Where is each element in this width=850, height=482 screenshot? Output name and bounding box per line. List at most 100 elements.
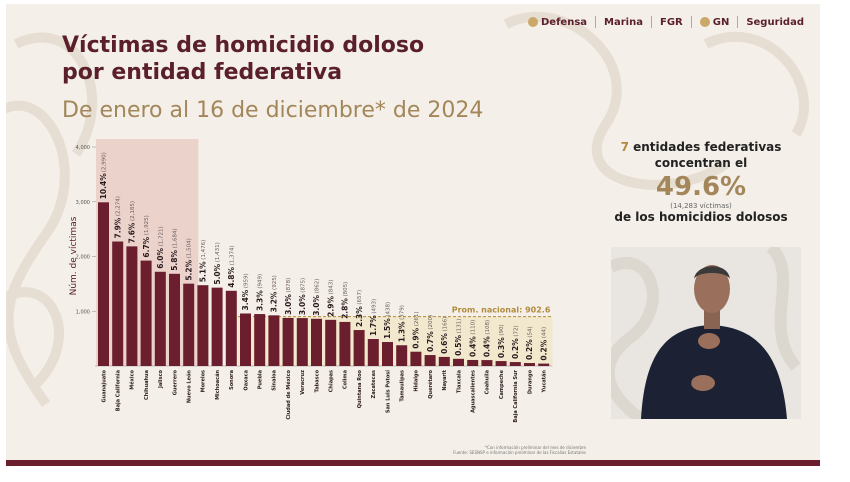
category-label: Nayarit <box>442 369 448 390</box>
category-label: Baja California <box>116 370 122 411</box>
bar <box>509 362 521 366</box>
bar <box>481 360 493 366</box>
category-label: Quintana Roo <box>357 369 363 408</box>
percent-label: 4.8% <box>227 266 236 287</box>
logo-bar: Defensa Marina FGR GN Seguridad <box>528 16 804 28</box>
value-label: (2,274) <box>116 196 122 216</box>
percent-label: 3.4% <box>241 289 250 310</box>
bar <box>467 359 479 366</box>
percent-label: 6.7% <box>142 236 151 257</box>
seal-icon <box>528 17 538 27</box>
category-label: Sinaloa <box>272 370 278 391</box>
percent-label: 3.0% <box>312 295 321 316</box>
bar <box>154 271 166 366</box>
summary-count: 7 <box>620 140 629 154</box>
value-label: (1,684) <box>173 228 179 248</box>
page-title: Víctimas de homicidio doloso por entidad… <box>62 32 424 86</box>
percent-label: 6.0% <box>156 247 165 268</box>
value-label: (110) <box>471 320 477 335</box>
value-label: (166) <box>442 317 448 332</box>
value-label: (2,990) <box>102 152 108 172</box>
percent-label: 3.0% <box>284 294 293 315</box>
percent-label: 2.9% <box>326 296 335 317</box>
bar <box>140 260 152 366</box>
value-label: (1,374) <box>229 245 235 265</box>
percent-label: 2.8% <box>341 298 350 319</box>
category-label: Jalisco <box>158 369 164 389</box>
bar <box>112 241 124 366</box>
title-line-2: por entidad federativa <box>62 60 343 85</box>
bar <box>311 318 322 366</box>
category-label: Guerrero <box>172 369 178 395</box>
percent-label: 0.9% <box>412 327 421 348</box>
value-label: (379) <box>400 305 406 320</box>
summary-victims: (14,283 víctimas) <box>670 202 732 210</box>
category-label: Yucatán <box>541 370 548 394</box>
value-label: (54) <box>528 326 534 337</box>
value-label: (1,431) <box>215 242 221 262</box>
summary-line-1-text: entidades federativas <box>628 140 782 154</box>
value-label: (1,925) <box>144 215 150 235</box>
bar <box>367 339 379 366</box>
logo-fgr-label: FGR <box>659 16 683 28</box>
percent-label: 0.7% <box>426 331 435 352</box>
percent-label: 10.4% <box>99 173 108 200</box>
bar <box>211 287 223 366</box>
value-label: (805) <box>343 282 349 297</box>
bar <box>453 358 464 366</box>
percent-label: 1.3% <box>397 321 406 342</box>
bar <box>524 363 535 366</box>
logo-defensa: Defensa <box>528 17 587 28</box>
value-label: (875) <box>300 278 306 293</box>
category-label: Oaxaca <box>243 370 249 391</box>
logo-divider <box>595 16 597 28</box>
category-label: Guanajuato <box>101 369 107 402</box>
bar <box>424 355 436 366</box>
percent-label: 2.3% <box>355 306 364 327</box>
value-label: (959) <box>244 273 250 288</box>
bar <box>438 356 450 366</box>
category-label: Morelos <box>201 370 207 392</box>
category-label: Tabasco <box>314 369 320 392</box>
percent-label: 5.2% <box>184 259 193 280</box>
category-label: Hidalgo <box>414 369 420 391</box>
logo-divider <box>650 16 652 28</box>
category-label: Baja California Sur <box>513 369 519 422</box>
logo-marina-label: Marina <box>604 16 643 28</box>
bar <box>538 363 550 366</box>
percent-label: 3.3% <box>255 290 264 311</box>
value-label: (878) <box>286 278 292 293</box>
value-label: (108) <box>485 320 491 335</box>
logo-fgr: FGR <box>660 17 683 28</box>
percent-label: 0.4% <box>468 336 477 357</box>
category-label: Nuevo León <box>186 370 193 404</box>
summary-box: 7 entidades federativas concentran el 49… <box>606 140 796 224</box>
value-label: (2,185) <box>130 201 136 221</box>
value-label: (131) <box>457 319 463 334</box>
summary-line-3: de los homicidios dolosos <box>614 210 788 224</box>
category-label: México <box>129 369 136 389</box>
bar <box>410 351 422 366</box>
bar <box>325 319 337 366</box>
value-label: (925) <box>272 275 278 290</box>
value-label: (493) <box>371 299 377 314</box>
category-label: Michoacán <box>214 370 221 400</box>
value-label: (90) <box>499 324 505 335</box>
category-label: Ciudad de México <box>285 369 292 419</box>
value-label: (862) <box>315 279 321 294</box>
category-label: Chihuahua <box>144 370 150 400</box>
category-label: Veracruz <box>300 370 306 395</box>
background-pattern <box>6 11 809 407</box>
bar <box>225 290 237 366</box>
logo-seguridad: Seguridad <box>746 17 804 28</box>
y-tick-label: 1,000 <box>76 309 90 315</box>
percent-label: 3.0% <box>298 294 307 315</box>
y-tick-label: 4,000 <box>76 145 90 151</box>
value-label: (261) <box>414 312 420 327</box>
bar <box>296 318 308 366</box>
bar <box>353 330 365 366</box>
percent-label: 5.1% <box>199 261 208 282</box>
percent-label: 0.3% <box>497 337 506 358</box>
category-label: Coahuila <box>485 370 491 394</box>
percent-label: 0.6% <box>440 333 449 354</box>
